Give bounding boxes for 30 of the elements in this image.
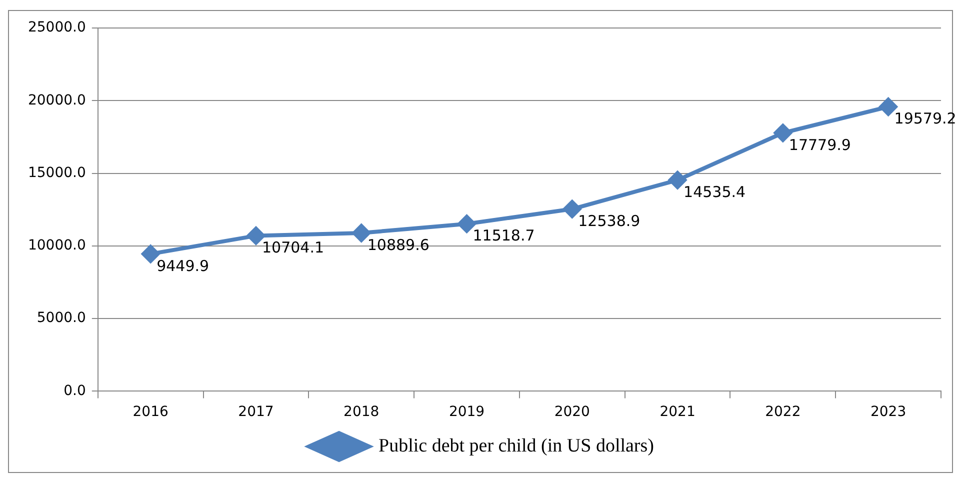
data-label: 9449.9: [156, 256, 210, 275]
x-tick-label: 2017: [238, 404, 274, 420]
y-tick-label: 15000.0: [28, 164, 86, 181]
data-label: 12538.9: [578, 212, 640, 230]
point: [352, 224, 370, 242]
x-tick-label: 2020: [554, 404, 590, 420]
data-label: 17779.9: [788, 136, 851, 154]
point: [563, 200, 582, 218]
x-tick-label: 2019: [448, 404, 485, 420]
y-tick-label: 5000.0: [36, 310, 86, 326]
y-tick-label: 20000.0: [28, 92, 86, 108]
data-label: 10704.1: [262, 238, 324, 257]
point: [246, 226, 265, 245]
x-tick-label: 2018: [344, 404, 380, 420]
y-tick-label: 0.0: [64, 382, 86, 399]
data-label: 19579.2: [894, 110, 956, 128]
point: [458, 214, 476, 233]
x-tick-label: 2021: [660, 404, 696, 420]
y-tick-label: 10000.0: [28, 238, 86, 254]
x-tick-label: 2016: [132, 404, 168, 420]
point: [668, 171, 687, 190]
y-tick-label: 25000.0: [28, 20, 86, 36]
point: [774, 124, 792, 142]
legend-label: Public debt per child (in US dollars): [378, 435, 654, 456]
data-label: 11518.7: [472, 226, 535, 245]
data-label: 14535.4: [684, 182, 746, 201]
data-label: 10889.6: [367, 236, 430, 254]
x-tick-label: 2023: [870, 404, 906, 420]
point: [879, 98, 898, 116]
x-tick-label: 2022: [765, 404, 801, 420]
